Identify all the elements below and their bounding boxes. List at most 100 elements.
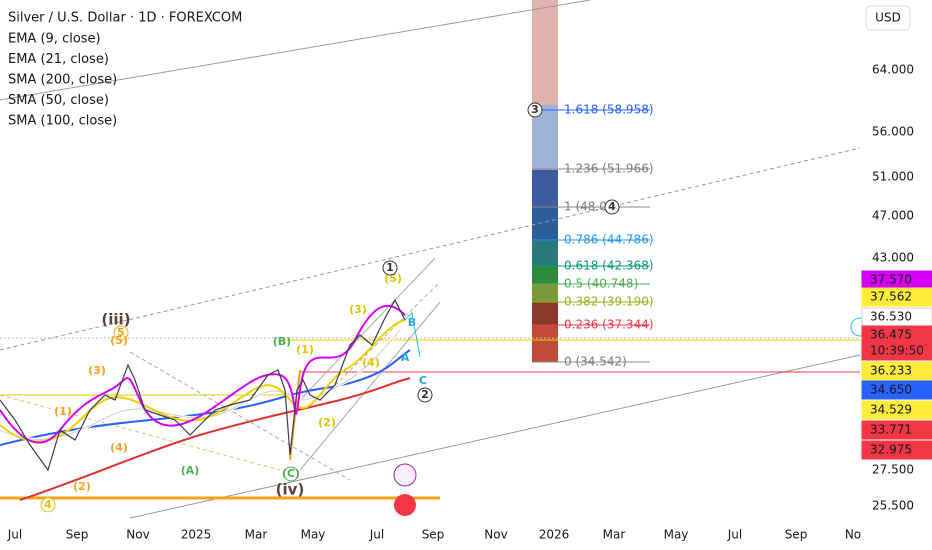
fib-level: 0.786 (44.786) <box>564 233 654 247</box>
time-axis <box>0 520 932 550</box>
wave-label: 2 <box>421 388 429 401</box>
event-icon[interactable] <box>394 494 416 516</box>
wave-circle <box>113 325 129 341</box>
time-label: Mar <box>245 528 268 542</box>
price-tag-label: 36.530 <box>870 310 912 324</box>
price-tag <box>861 400 932 420</box>
indicator-label: EMA (21, close) <box>8 52 109 67</box>
price-label: 64.000 <box>872 63 914 77</box>
indicator-label: SMA (50, close) <box>8 93 109 108</box>
price-tag <box>861 440 932 460</box>
time-label: May <box>664 528 689 542</box>
fib-level: 0.5 (40.748) <box>564 277 638 291</box>
price-tag-label: 34.529 <box>870 403 912 417</box>
fib-zone <box>532 266 558 284</box>
price-tag-label: 34.650 <box>870 383 912 397</box>
fib-zone <box>532 208 558 241</box>
wave-label: (B) <box>273 335 291 348</box>
time-label: Jul <box>7 528 22 542</box>
fib-zone <box>532 0 558 105</box>
currency: USD <box>875 11 901 25</box>
price-tag <box>861 380 932 400</box>
wave-label: 5 <box>117 326 125 339</box>
wave-label: 1 <box>386 261 394 274</box>
wave-circle <box>283 466 299 482</box>
indicator-label: SMA (100, close) <box>8 114 117 129</box>
wave-label: (3) <box>349 303 367 316</box>
wave-circle <box>382 260 398 276</box>
price-tag-label: 36.233 <box>870 364 912 378</box>
price-tag-label: 33.771 <box>870 423 912 437</box>
time-label: May <box>301 528 326 542</box>
time-label: 2025 <box>181 528 212 542</box>
wave-label: 4 <box>608 200 616 213</box>
wave-label: A <box>401 351 410 364</box>
time-label: Sep <box>785 528 808 542</box>
price-label: 43.000 <box>872 251 914 265</box>
fib-level: 1 (48.00 <box>564 200 614 214</box>
fib-level: 0.236 (37.344) <box>564 318 654 332</box>
fib-level: 1.236 (51.966) <box>564 162 654 176</box>
fib-lines <box>532 109 650 363</box>
price-series <box>0 298 411 501</box>
drawings <box>0 0 861 519</box>
fib-zone <box>532 284 558 302</box>
time-label: Jul <box>369 528 384 542</box>
wave-label: 4 <box>44 498 52 511</box>
symbol-title: Silver / U.S. Dollar · 1D · FOREXCOM <box>8 11 242 26</box>
time-label: No <box>845 528 861 542</box>
fib-zone <box>532 302 558 325</box>
fib-level: 1.618 (58.958) <box>564 103 654 117</box>
time-label: Nov <box>126 528 149 542</box>
price-label: 51.000 <box>872 170 914 184</box>
price-tag <box>861 287 932 307</box>
price-label: 56.000 <box>872 125 914 139</box>
event-icon[interactable] <box>393 463 417 487</box>
fib-zone <box>532 170 558 208</box>
wave-circle <box>527 102 543 118</box>
price-tag-label: 37.570 <box>870 273 912 287</box>
indicator-label: EMA (9, close) <box>8 32 101 47</box>
price-tag <box>861 325 932 361</box>
wave-label: (4) <box>110 441 128 454</box>
wave-label: (3) <box>88 364 106 377</box>
wave-label: (C) <box>282 467 300 480</box>
price-label: 47.000 <box>872 209 914 223</box>
wave-label: (5) <box>110 334 128 347</box>
price-tag <box>861 361 932 381</box>
wave-label: (4) <box>362 356 380 369</box>
time-label: Nov <box>484 528 507 542</box>
time-label: Sep <box>66 528 89 542</box>
wave-label: (A) <box>181 464 200 477</box>
fib-zone <box>532 325 558 362</box>
fib-level: 0.618 (42.368) <box>564 259 654 273</box>
time-label: Jul <box>727 528 742 542</box>
price-label: 27.500 <box>872 463 914 477</box>
wave-label: (1) <box>54 405 72 418</box>
time-label: Mar <box>603 528 626 542</box>
wave-label: (1) <box>296 343 314 356</box>
price-label: 25.500 <box>872 499 914 513</box>
wave-label: C <box>419 374 427 387</box>
time-label: 2026 <box>539 528 570 542</box>
wave-circle <box>604 199 620 215</box>
wave-label: (2) <box>318 416 336 429</box>
wave-circle <box>417 387 433 403</box>
price-tag-timer: 10:39:50 <box>870 344 924 358</box>
price-tag <box>861 420 932 440</box>
currency-button[interactable] <box>865 5 911 31</box>
fib-zone <box>532 241 558 266</box>
wave-label: (iii) <box>101 311 130 329</box>
wave-circle <box>40 497 56 513</box>
price-tag-label: 36.475 <box>870 328 912 342</box>
price-tag-label: 32.975 <box>870 443 912 457</box>
wave-label: (2) <box>73 480 91 493</box>
fib-level: 0.382 (39.190) <box>564 295 654 309</box>
time-label: Sep <box>422 528 445 542</box>
wave-label: 3 <box>531 103 539 116</box>
price-tag-label: 37.562 <box>870 290 912 304</box>
fib-level: 0 (34.542) <box>564 355 627 369</box>
wave-label: B <box>408 316 416 329</box>
